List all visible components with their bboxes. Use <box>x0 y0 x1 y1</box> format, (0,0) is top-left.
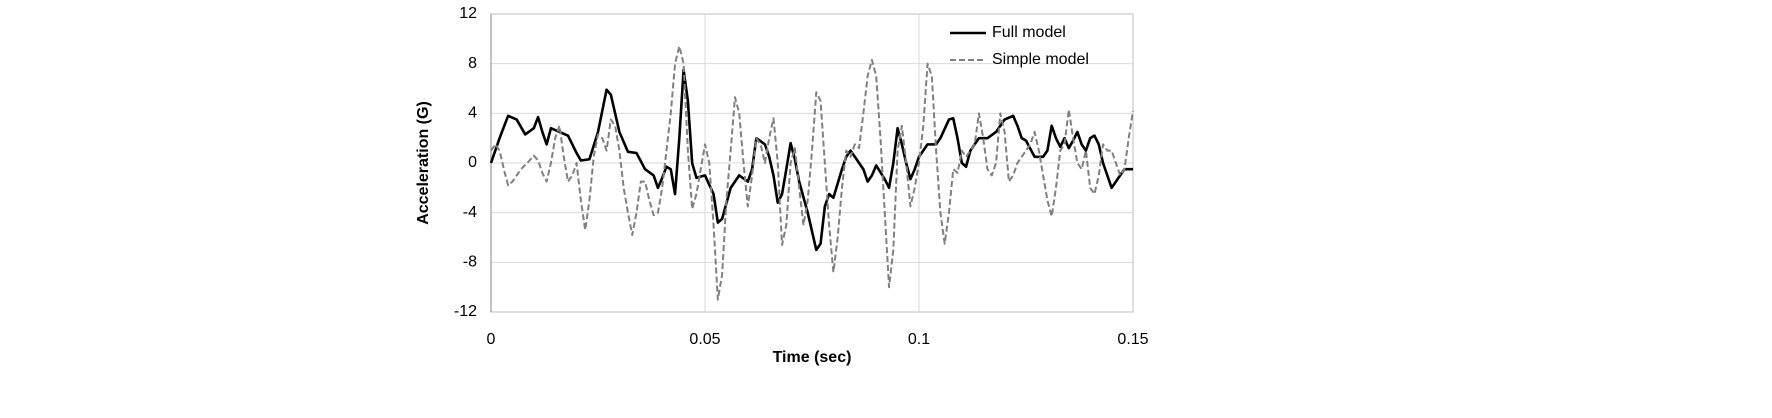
y-tick-label: -4 <box>463 204 477 221</box>
series-line <box>489 68 1133 252</box>
y-tick-label: 0 <box>468 154 477 171</box>
y-axis-label: Acceleration (G) <box>415 101 432 225</box>
x-axis-label: Time (sec) <box>773 349 852 366</box>
y-tick-label: 4 <box>468 105 477 122</box>
x-tick-label: 0.05 <box>689 331 720 348</box>
y-tick-label: -8 <box>463 254 477 271</box>
legend-label: Simple model <box>992 51 1089 68</box>
x-tick-label: 0.1 <box>908 331 930 348</box>
x-tick-label: 0.15 <box>1117 331 1148 348</box>
x-tick-label: 0 <box>487 331 496 348</box>
legend-label: Full model <box>992 24 1066 41</box>
series-line <box>490 45 1134 301</box>
y-tick-label: 8 <box>468 55 477 72</box>
y-tick-label: 12 <box>459 5 477 22</box>
y-tick-label: -12 <box>454 303 477 320</box>
